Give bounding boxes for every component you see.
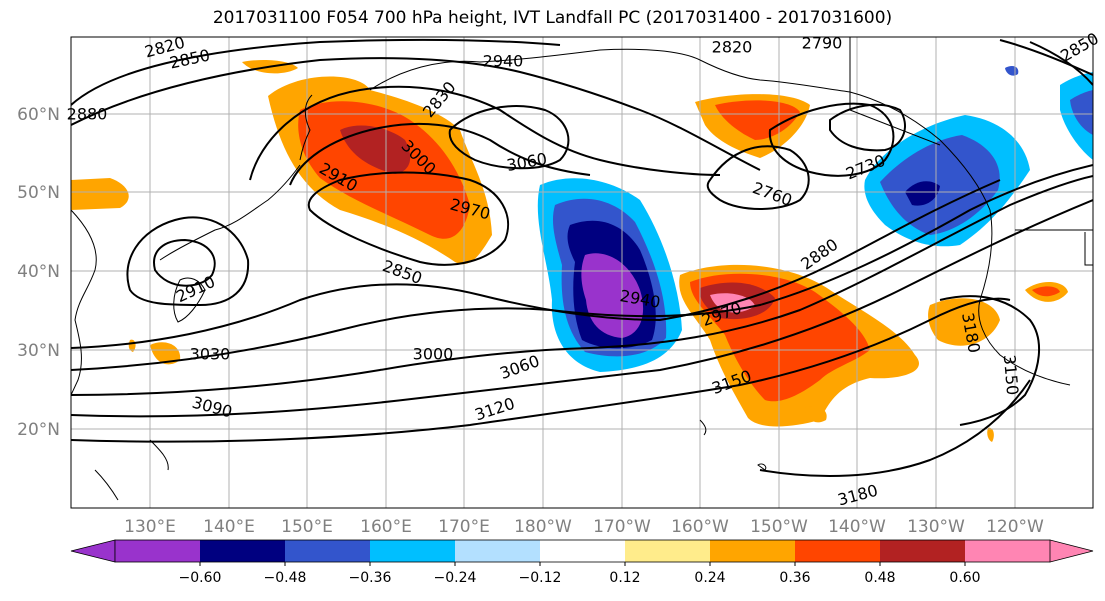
latitude-label: 40°N bbox=[17, 262, 60, 282]
colorbar: −0.60 −0.48 −0.36 −0.24 −0.12 0.12 0.24 0.36 0.4… bbox=[70, 539, 1094, 586]
colorbar-segment bbox=[455, 540, 541, 562]
longitude-label: 160°W bbox=[671, 517, 729, 537]
colorbar-segment bbox=[115, 540, 201, 562]
longitude-label: 150°E bbox=[281, 517, 333, 537]
colorbar-segment bbox=[965, 540, 1051, 562]
longitude-label: 130°E bbox=[124, 517, 176, 537]
colorbar-tick-label: 0.24 bbox=[694, 570, 725, 586]
contour-label: 2790 bbox=[802, 34, 843, 53]
colorbar-tick-label: 0.48 bbox=[864, 570, 895, 586]
height-contours bbox=[71, 38, 1093, 477]
ivt-small-patch bbox=[987, 427, 994, 442]
contour-label: 3030 bbox=[190, 345, 231, 364]
colorbar-segment bbox=[625, 540, 711, 562]
colorbar-tick-label: −0.12 bbox=[519, 570, 562, 586]
colorbar-extend-min bbox=[70, 539, 116, 563]
ivt-positive-region-nw-pacific bbox=[71, 60, 492, 265]
longitude-label: 150°W bbox=[750, 517, 808, 537]
latitude-label: 60°N bbox=[17, 105, 60, 125]
gridlines bbox=[71, 37, 1093, 508]
colorbar-extend-max bbox=[1049, 539, 1094, 563]
contour-label: 3000 bbox=[413, 345, 454, 364]
contour-label: 2940 bbox=[483, 52, 524, 71]
longitude-label: 180°W bbox=[514, 517, 572, 537]
map-title: 2017031100 F054 700 hPa height, IVT Land… bbox=[212, 8, 893, 28]
ivt-small-patch bbox=[150, 342, 181, 365]
contour-label: 2880 bbox=[67, 105, 108, 124]
colorbar-frame bbox=[114, 539, 1051, 563]
longitude-labels: 130°E 140°E 150°E 160°E 170°E 180°W 170°W 160°W… bbox=[124, 517, 1044, 537]
colorbar-tick-label: 0.36 bbox=[779, 570, 810, 586]
contour-label: 3150 bbox=[1000, 354, 1022, 396]
latitude-label: 50°N bbox=[17, 183, 60, 203]
colorbar-segment bbox=[795, 540, 881, 562]
latitude-label: 20°N bbox=[17, 420, 60, 440]
colorbar-segment bbox=[880, 540, 966, 562]
longitude-label: 130°W bbox=[907, 517, 965, 537]
colorbar-tick-label: −0.60 bbox=[179, 570, 222, 586]
longitude-label: 170°W bbox=[593, 517, 651, 537]
colorbar-segment bbox=[285, 540, 371, 562]
plot-frame bbox=[70, 36, 1094, 509]
colorbar-tick-label: −0.48 bbox=[264, 570, 307, 586]
colorbar-segment bbox=[370, 540, 456, 562]
colorbar-segment bbox=[200, 540, 286, 562]
longitude-label: 160°E bbox=[360, 517, 412, 537]
longitude-label: 140°E bbox=[203, 517, 255, 537]
colorbar-tick-label: −0.24 bbox=[434, 570, 477, 586]
colorbar-tick-label: 0.60 bbox=[949, 570, 980, 586]
colorbar-tick-label: 0.12 bbox=[609, 570, 640, 586]
latitude-labels: 60°N 50°N 40°N 30°N 20°N bbox=[17, 105, 60, 440]
contour-label: 2820 bbox=[712, 38, 753, 57]
colorbar-segment bbox=[540, 540, 626, 562]
longitude-label: 120°W bbox=[986, 517, 1044, 537]
colorbar-tick-label: −0.36 bbox=[349, 570, 392, 586]
latitude-label: 30°N bbox=[17, 341, 60, 361]
colorbar-segment bbox=[710, 540, 796, 562]
longitude-label: 170°E bbox=[438, 517, 490, 537]
longitude-label: 140°W bbox=[828, 517, 886, 537]
coastlines bbox=[71, 37, 1093, 501]
